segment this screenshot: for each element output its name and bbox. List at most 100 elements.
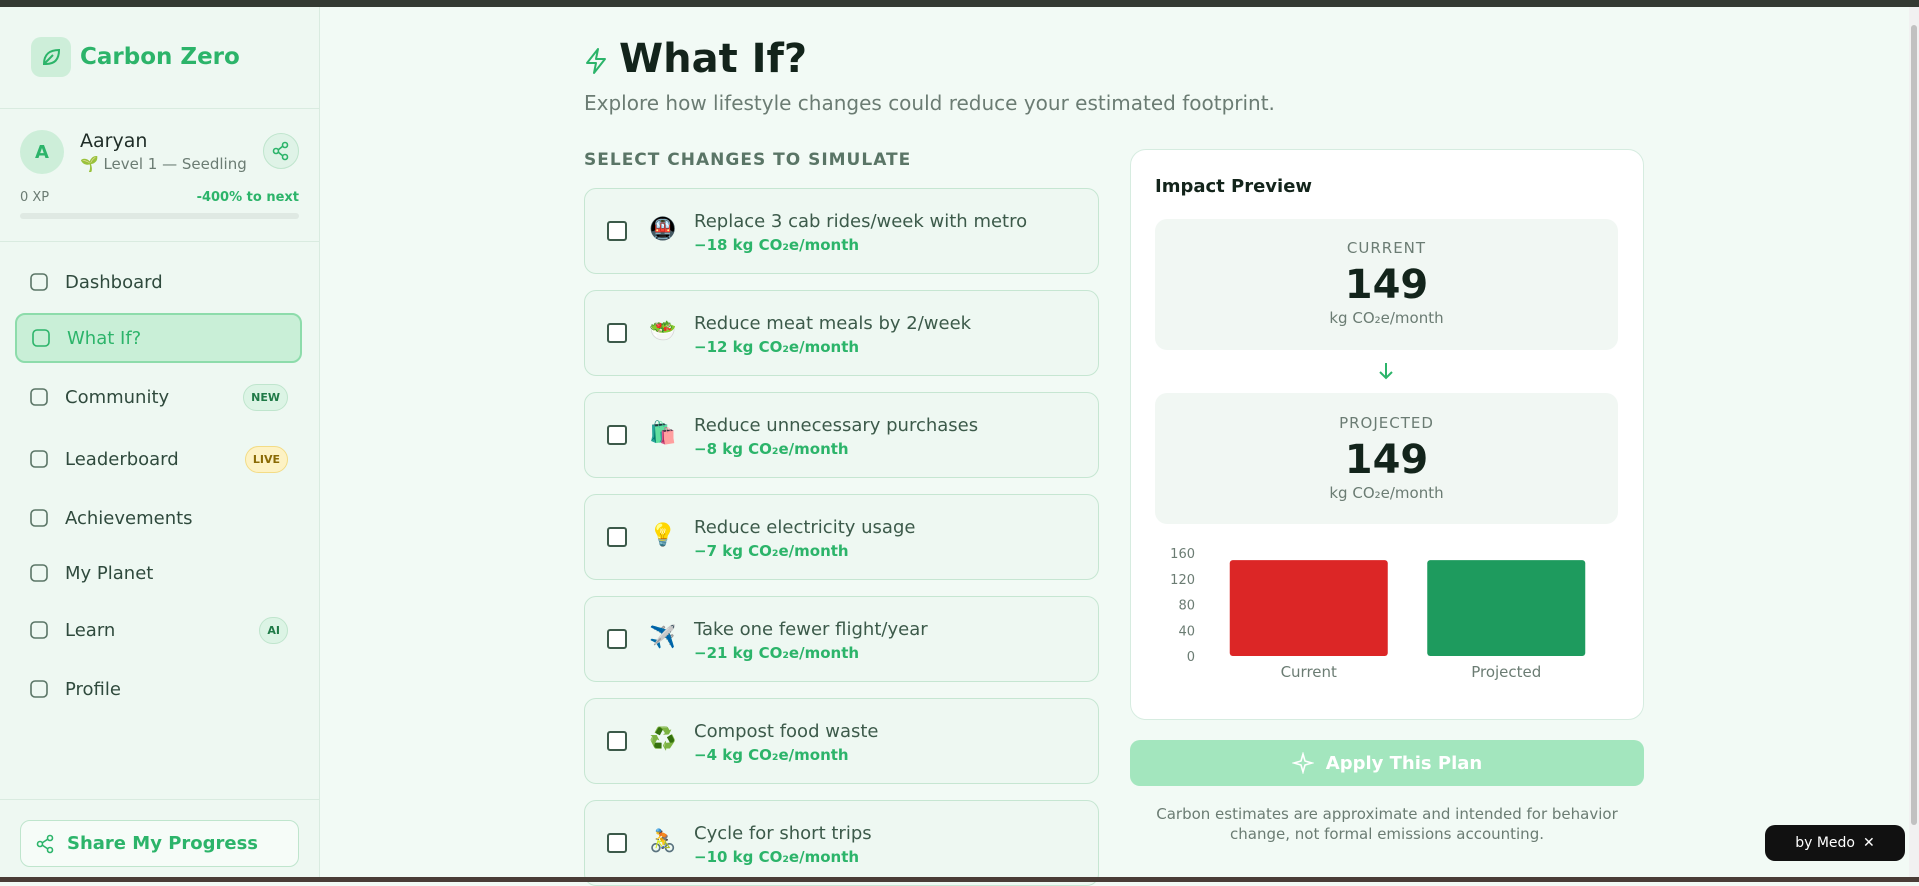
share-progress-button[interactable]: Share My Progress bbox=[20, 820, 299, 867]
option-card[interactable]: 🥗 Reduce meat meals by 2/week −12 kg CO₂e/… bbox=[584, 290, 1099, 376]
share-progress-label: Share My Progress bbox=[67, 833, 259, 854]
medo-label: by Medo bbox=[1795, 835, 1856, 851]
nav-item[interactable]: Community NEW bbox=[15, 372, 302, 422]
close-icon[interactable]: ✕ bbox=[1863, 835, 1875, 851]
avatar: A bbox=[20, 130, 64, 174]
option-label: Reduce unnecessary purchases bbox=[694, 415, 979, 436]
current-unit: kg CO₂e/month bbox=[1329, 309, 1444, 327]
option-icon: 💡 bbox=[649, 523, 677, 548]
option-card[interactable]: 🚇 Replace 3 cab rides/week with metro −18 … bbox=[584, 188, 1099, 274]
xp: 0 XP bbox=[20, 190, 50, 205]
nav-label: Learn bbox=[65, 619, 116, 641]
user-name: Aaryan bbox=[80, 130, 148, 152]
panel-title: Impact Preview bbox=[1155, 176, 1313, 197]
nav-icon bbox=[30, 564, 48, 582]
nav-badge: NEW bbox=[243, 383, 288, 411]
apply-button[interactable]: Apply This Plan bbox=[1130, 740, 1644, 786]
option-icon: 🥗 bbox=[649, 319, 677, 344]
checkbox[interactable] bbox=[607, 323, 627, 343]
nav-item[interactable]: Achievements bbox=[15, 493, 302, 543]
leaf-icon bbox=[42, 48, 61, 65]
option-icon: 🛍️ bbox=[649, 421, 677, 446]
nav-icon bbox=[30, 450, 48, 468]
xp-next: -400% to next bbox=[196, 190, 299, 205]
nav-item[interactable]: Learn AI bbox=[15, 605, 302, 655]
checkbox[interactable] bbox=[607, 833, 627, 853]
nav-icon bbox=[30, 273, 48, 291]
option-label: Replace 3 cab rides/week with metro bbox=[694, 211, 1028, 232]
nav-label: Dashboard bbox=[65, 271, 163, 293]
nav-icon bbox=[30, 680, 48, 698]
nav-icon bbox=[30, 621, 48, 639]
bottom-bar bbox=[0, 877, 1919, 882]
projected-box bbox=[1155, 393, 1618, 524]
nav-label: What If? bbox=[67, 327, 142, 349]
y-tick-label: 0 bbox=[1187, 650, 1195, 665]
share-icon bbox=[36, 834, 54, 854]
divider bbox=[0, 241, 319, 242]
sparkle-icon bbox=[1291, 752, 1314, 774]
nav-item[interactable]: Profile bbox=[15, 664, 302, 714]
option-label: Reduce electricity usage bbox=[694, 517, 916, 538]
option-label: Reduce meat meals by 2/week bbox=[694, 313, 972, 334]
share-icon-button[interactable] bbox=[263, 133, 299, 169]
page-title: What If? bbox=[619, 36, 808, 82]
scrollbar bbox=[1909, 7, 1919, 877]
option-icon: ♻️ bbox=[649, 727, 677, 752]
section-label: SELECT CHANGES TO SIMULATE bbox=[584, 150, 912, 170]
option-card[interactable]: ✈️ Take one fewer flight/year −21 kg CO₂e/… bbox=[584, 596, 1099, 682]
projected-unit: kg CO₂e/month bbox=[1329, 484, 1444, 502]
apply-label: Apply This Plan bbox=[1325, 752, 1483, 774]
x-tick-label: Current bbox=[1281, 663, 1337, 681]
option-icon: ✈️ bbox=[649, 625, 677, 650]
nav-label: Community bbox=[65, 386, 170, 408]
x-tick-label: Projected bbox=[1471, 663, 1541, 681]
y-tick-label: 120 bbox=[1170, 573, 1195, 588]
nav-icon bbox=[30, 509, 48, 527]
nav-item[interactable]: Leaderboard LIVE bbox=[15, 434, 302, 484]
xp-progress bbox=[20, 213, 299, 219]
option-card[interactable]: ♻️ Compost food waste −4 kg CO₂e/month bbox=[584, 698, 1099, 784]
scroll-thumb bbox=[1911, 25, 1917, 825]
option-impact: −10 kg CO₂e/month bbox=[694, 848, 860, 866]
page-subtitle: Explore how lifestyle changes could redu… bbox=[584, 91, 1275, 115]
nav-label: Leaderboard bbox=[65, 448, 179, 470]
option-label: Compost food waste bbox=[694, 721, 879, 742]
projected-label: PROJECTED bbox=[1339, 414, 1434, 432]
option-card[interactable]: 🛍️ Reduce unnecessary purchases −8 kg CO₂e… bbox=[584, 392, 1099, 478]
current-box bbox=[1155, 219, 1618, 350]
share-icon bbox=[272, 141, 289, 161]
nav-item[interactable]: My Planet bbox=[15, 548, 302, 598]
y-tick-label: 40 bbox=[1178, 624, 1195, 639]
divider bbox=[0, 799, 319, 800]
medo-badge[interactable]: by Medo ✕ bbox=[1765, 825, 1905, 861]
checkbox[interactable] bbox=[607, 221, 627, 241]
bar bbox=[1427, 560, 1586, 656]
nav-label: Achievements bbox=[65, 507, 193, 529]
current-value: 149 bbox=[1344, 262, 1429, 308]
option-impact: −12 kg CO₂e/month bbox=[694, 338, 860, 356]
brand-icon bbox=[31, 37, 71, 77]
checkbox[interactable] bbox=[607, 425, 627, 445]
checkbox[interactable] bbox=[607, 629, 627, 649]
nav-icon bbox=[30, 388, 48, 406]
bolt-icon bbox=[586, 48, 606, 74]
option-impact: −18 kg CO₂e/month bbox=[694, 236, 860, 254]
nav-icon bbox=[32, 329, 50, 347]
option-label: Take one fewer flight/year bbox=[694, 619, 928, 640]
checkbox[interactable] bbox=[607, 731, 627, 751]
option-card[interactable]: 🚴 Cycle for short trips −10 kg CO₂e/month bbox=[584, 800, 1099, 886]
option-icon: 🚇 bbox=[649, 217, 677, 242]
checkbox[interactable] bbox=[607, 527, 627, 547]
y-tick-label: 80 bbox=[1178, 599, 1195, 614]
nav-item[interactable]: Dashboard bbox=[15, 257, 302, 307]
y-tick-label: 160 bbox=[1170, 547, 1195, 562]
nav-item[interactable]: What If? bbox=[15, 313, 302, 363]
option-card[interactable]: 💡 Reduce electricity usage −7 kg CO₂e/mont… bbox=[584, 494, 1099, 580]
option-impact: −4 kg CO₂e/month bbox=[694, 746, 849, 764]
nav-badge: AI bbox=[259, 616, 288, 644]
user-level: 🌱 Level 1 — Seedling bbox=[80, 155, 247, 173]
option-impact: −8 kg CO₂e/month bbox=[694, 440, 849, 458]
top-bar bbox=[0, 0, 1919, 7]
